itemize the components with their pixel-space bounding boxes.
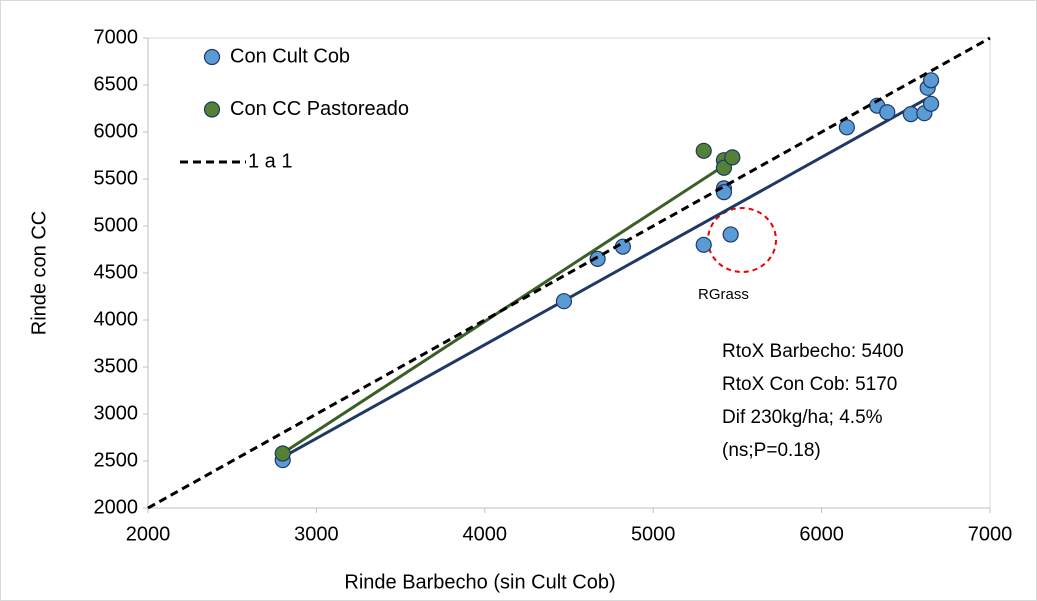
y-tick-label: 6500 [94, 73, 139, 95]
annotation: (ns;P=0.18) [722, 440, 821, 461]
point [695, 236, 712, 253]
x-axis-title: Rinde Barbecho (sin Cult Cob) [344, 571, 615, 593]
trendline [278, 94, 932, 461]
point [695, 142, 712, 159]
point [922, 72, 940, 89]
legend-label: 1 a 1 [248, 150, 292, 172]
x-tick-label: 6000 [799, 523, 844, 545]
annotation: RtoX Barbecho: 5400 [722, 341, 904, 362]
point [879, 104, 896, 121]
point [902, 106, 919, 123]
point [274, 445, 291, 462]
x-tick-label: 7000 [968, 523, 1013, 545]
point [715, 184, 733, 201]
point [922, 95, 940, 112]
x-tick-label: 2000 [126, 523, 171, 545]
y-tick-label: 4500 [94, 261, 139, 283]
y-tick-label: 4000 [94, 308, 139, 330]
legend-marker [203, 101, 221, 118]
legend-label: Con Cult Cob [230, 45, 350, 67]
legend-marker [203, 48, 221, 66]
y-tick-label: 3000 [94, 402, 139, 424]
point [838, 119, 855, 136]
y-tick-label: 5500 [94, 167, 139, 189]
reference-line [147, 36, 991, 510]
annotation: Dif 230kg/ha; 4.5% [722, 407, 883, 428]
x-tick-label: 5000 [631, 523, 676, 545]
point [589, 250, 606, 267]
y-tick-label: 5000 [94, 214, 139, 236]
point [722, 226, 739, 243]
y-tick-label: 7000 [94, 26, 139, 48]
y-tick-label: 2000 [94, 496, 139, 518]
y-tick-label: 6000 [94, 120, 139, 142]
legend-label: Con CC Pastoreado [230, 98, 409, 120]
y-axis-title: Rinde con CC [28, 211, 50, 336]
y-tick-label: 3500 [94, 355, 139, 377]
annotation: RtoX Con Cob: 5170 [722, 374, 897, 395]
x-tick-label: 3000 [294, 523, 339, 545]
point [724, 149, 741, 166]
x-tick-label: 4000 [463, 523, 508, 545]
annotation: RGrass [698, 286, 749, 303]
point [555, 293, 573, 310]
y-tick-label: 2500 [94, 449, 139, 471]
